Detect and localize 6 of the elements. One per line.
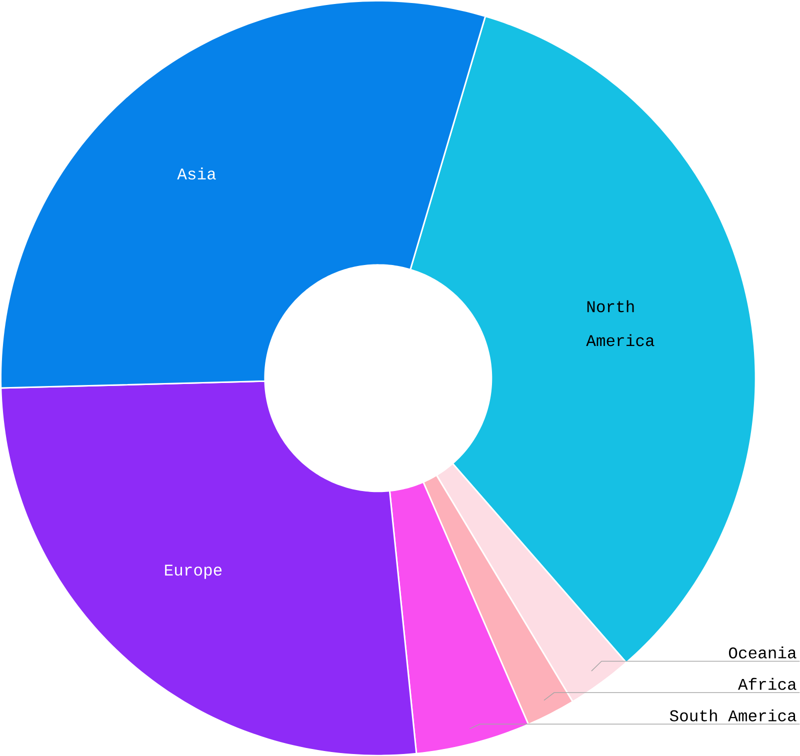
category-label: North America [586, 300, 654, 346]
slice-label: Oceania [728, 646, 796, 658]
slice-label: Africa [738, 678, 796, 690]
slice-label: Asia [177, 167, 216, 180]
slice-label: South America [670, 709, 796, 722]
slice-label: Europe [165, 564, 222, 579]
